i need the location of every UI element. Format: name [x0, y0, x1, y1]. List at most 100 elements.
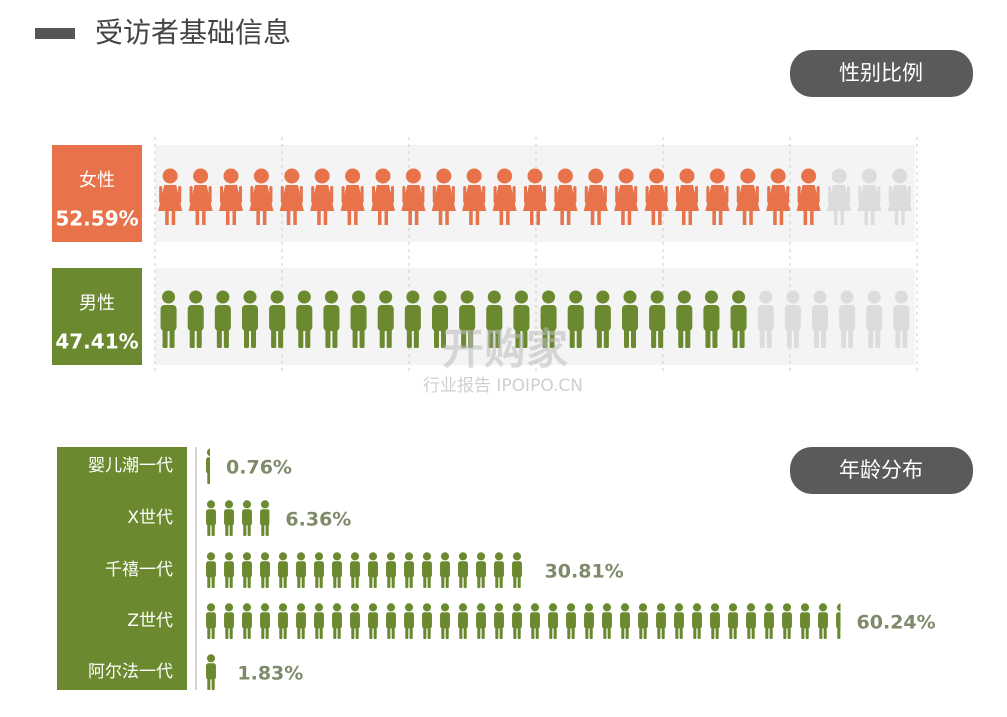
- icon-leg: [391, 625, 395, 639]
- icon-leg: [515, 326, 521, 348]
- icon-leg: [169, 326, 175, 348]
- icon-head: [831, 168, 847, 184]
- icon-leg: [567, 625, 571, 639]
- icon-body: [242, 612, 252, 629]
- icon-leg: [477, 574, 481, 588]
- icon-leg: [445, 211, 449, 225]
- icon-head: [440, 552, 450, 561]
- pictograph-fill: [206, 603, 845, 639]
- category-label: 男性: [79, 293, 115, 314]
- icon-leg: [171, 211, 176, 225]
- icon-body: [206, 509, 216, 526]
- icon: [676, 290, 693, 348]
- icon-dress: [796, 185, 821, 211]
- icon-body: [432, 305, 448, 331]
- icon: [746, 603, 756, 639]
- icon-head: [406, 290, 420, 304]
- icon: [432, 290, 448, 348]
- icon-dress: [158, 185, 183, 211]
- icon-leg: [301, 574, 305, 588]
- icon-leg: [332, 326, 338, 348]
- icon-leg: [848, 326, 854, 348]
- icon-leg: [409, 625, 413, 639]
- icon-head: [566, 603, 576, 612]
- icon-leg: [495, 574, 499, 588]
- icon: [730, 290, 747, 348]
- icon-leg: [631, 326, 636, 348]
- icon-leg: [643, 625, 647, 639]
- icon-arm: [706, 186, 710, 203]
- icon-body: [206, 457, 211, 474]
- icon-head: [284, 168, 300, 184]
- icon-leg: [715, 625, 719, 639]
- icon-head: [352, 290, 366, 304]
- icon-head: [732, 290, 746, 304]
- icon: [766, 168, 791, 225]
- icon-head: [656, 603, 666, 612]
- icon-arm: [877, 186, 881, 203]
- icon-leg: [373, 625, 377, 639]
- icon-leg: [256, 211, 260, 225]
- icon-body: [386, 612, 396, 629]
- icon: [566, 603, 576, 639]
- icon: [340, 168, 365, 225]
- icon-leg: [597, 211, 601, 225]
- icon-leg: [230, 676, 233, 690]
- icon-leg: [769, 625, 773, 639]
- icon-head: [223, 168, 239, 184]
- pictograph-fill: [206, 552, 540, 588]
- category-label: 阿尔法一代: [88, 662, 173, 682]
- icon: [530, 552, 540, 588]
- icon-leg: [384, 211, 388, 225]
- icon-arm: [421, 186, 425, 203]
- icon: [332, 603, 342, 639]
- icon-body: [224, 663, 234, 679]
- icon-body: [656, 612, 666, 629]
- icon-head: [206, 448, 211, 457]
- icon-leg: [251, 326, 256, 348]
- icon-head: [297, 290, 311, 304]
- icon-leg: [441, 625, 445, 639]
- icon-leg: [596, 326, 602, 348]
- icon-leg: [225, 676, 228, 690]
- icon-leg: [747, 625, 751, 639]
- icon-body: [332, 612, 342, 629]
- icon-head: [162, 168, 178, 184]
- icon-head: [512, 603, 522, 612]
- icon-head: [206, 552, 216, 561]
- icon-leg: [283, 574, 287, 588]
- category-box: [52, 145, 142, 242]
- icon-dress: [766, 185, 791, 211]
- icon-leg: [705, 326, 711, 348]
- icon: [296, 603, 306, 639]
- icon-leg: [459, 574, 463, 588]
- icon-body: [224, 561, 234, 578]
- icon: [278, 552, 288, 588]
- icon-dress: [492, 185, 517, 211]
- icon-arm: [341, 186, 345, 203]
- icon-head: [497, 168, 513, 184]
- pictograph-fill: [206, 500, 270, 536]
- icon-body: [206, 612, 216, 629]
- icon-arm: [482, 186, 486, 203]
- icon-body: [692, 612, 702, 629]
- value-label: 6.36%: [285, 509, 351, 531]
- icon-body: [530, 612, 540, 629]
- icon-head: [867, 290, 881, 304]
- icon-leg: [409, 574, 413, 588]
- icon-leg: [265, 625, 269, 639]
- icon-dress: [675, 185, 699, 211]
- icon-leg: [842, 625, 845, 639]
- icon-leg: [732, 326, 738, 348]
- icon: [269, 290, 286, 348]
- icon: [703, 290, 720, 348]
- icon-leg: [499, 574, 503, 588]
- icon-leg: [261, 625, 265, 639]
- icon-leg: [427, 574, 431, 588]
- icon-arm: [269, 186, 273, 203]
- icon-leg: [536, 211, 540, 225]
- icon: [368, 552, 378, 588]
- icon-body: [458, 561, 468, 578]
- icon-body: [728, 612, 738, 629]
- icon-leg: [352, 326, 358, 348]
